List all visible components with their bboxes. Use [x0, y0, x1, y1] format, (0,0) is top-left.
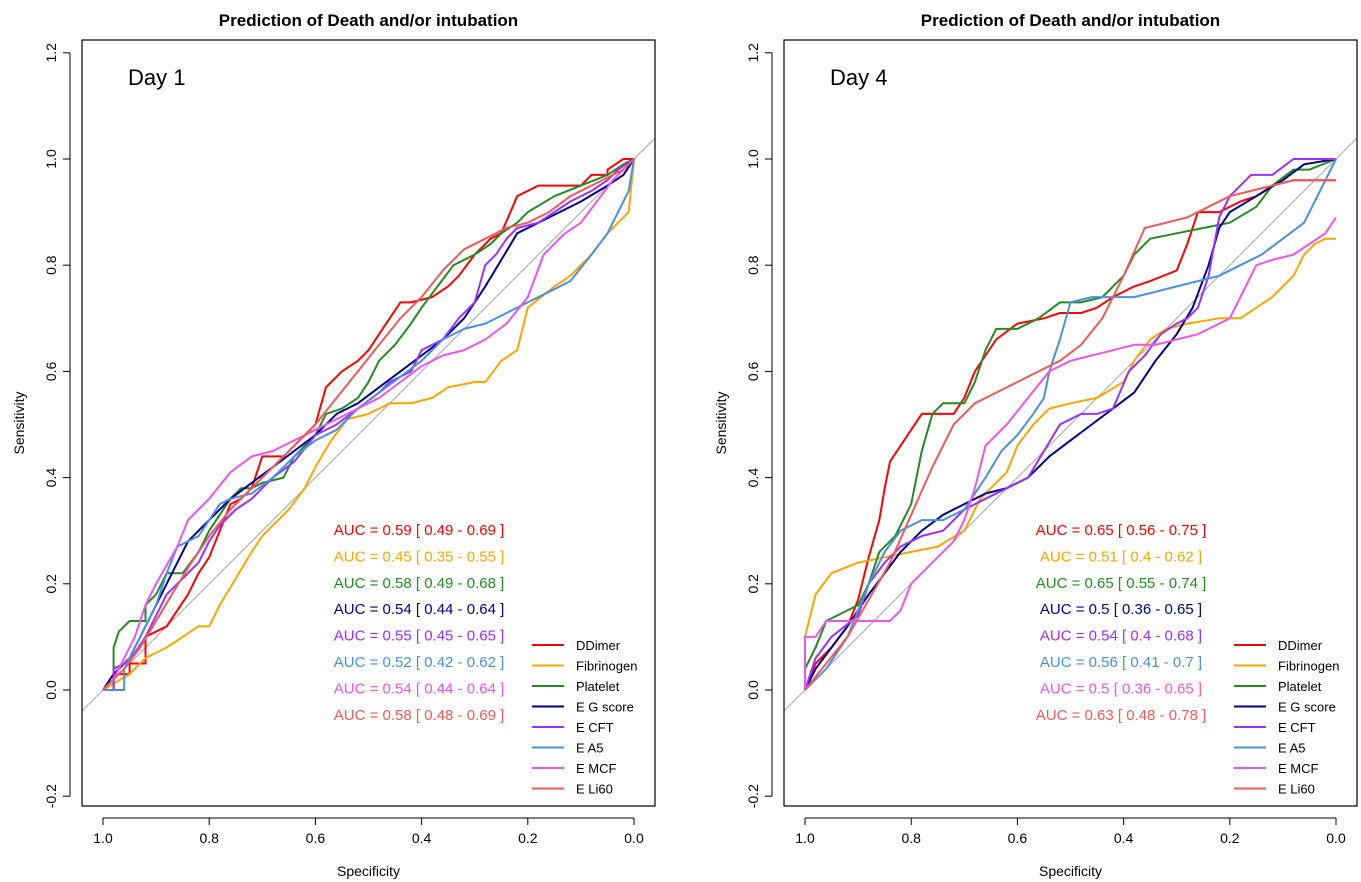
y-tick-label: 0.4 [745, 468, 761, 488]
auc-annotation: AUC = 0.54 [ 0.44 - 0.64 ] [334, 601, 505, 618]
legend-label: E A5 [576, 741, 603, 756]
x-tick-label: 0.8 [199, 830, 219, 846]
auc-annotation: AUC = 0.54 [ 0.4 - 0.68 ] [1040, 628, 1202, 645]
series-line-e-a5 [103, 158, 635, 691]
auc-annotation: AUC = 0.65 [ 0.55 - 0.74 ] [1036, 575, 1207, 592]
x-tick-label: 1.0 [93, 830, 113, 846]
x-tick-label: 0.8 [901, 830, 921, 846]
plot-frame [81, 39, 656, 807]
plot-frame [783, 39, 1358, 807]
auc-annotation: AUC = 0.65 [ 0.56 - 0.75 ] [1036, 522, 1207, 539]
auc-annotation: AUC = 0.54 [ 0.44 - 0.64 ] [334, 680, 505, 697]
legend-label: DDimer [576, 638, 621, 653]
y-tick-label: 1.0 [745, 149, 761, 169]
x-axis-label: Specificity [337, 863, 400, 879]
x-tick-label: 0.2 [518, 830, 538, 846]
legend-label: DDimer [1278, 638, 1323, 653]
series-line-ddimer [804, 179, 1336, 691]
x-tick-label: 0.0 [624, 830, 644, 846]
legend-label: E CFT [1278, 720, 1316, 735]
legend-label: E Li60 [1278, 782, 1315, 797]
series-line-fibrinogen [102, 158, 635, 691]
legend-label: E CFT [576, 720, 614, 735]
legend-label: Platelet [576, 679, 620, 694]
y-tick-label: 0.0 [745, 680, 761, 700]
y-tick-label: -0.2 [745, 784, 761, 808]
series-line-e-mcf [102, 158, 635, 691]
y-tick-label: 0.6 [43, 361, 59, 381]
legend-label: E A5 [1278, 741, 1305, 756]
y-axis-label: Sensitivity [11, 391, 27, 454]
panel-day-label: Day 4 [830, 65, 887, 90]
auc-annotation: AUC = 0.5 [ 0.36 - 0.65 ] [1040, 601, 1202, 618]
auc-annotation: AUC = 0.58 [ 0.48 - 0.69 ] [334, 707, 505, 724]
chart-panel-2: Prediction of Death and/or intubation 1.0… [713, 11, 1358, 879]
y-tick-label: 0.8 [43, 255, 59, 275]
x-tick-label: 0.6 [306, 830, 326, 846]
legend-label: Platelet [1278, 679, 1322, 694]
chart-title: Prediction of Death and/or intubation [219, 11, 518, 30]
auc-annotation: AUC = 0.63 [ 0.48 - 0.78 ] [1036, 707, 1207, 724]
y-axis-label: Sensitivity [713, 391, 729, 454]
y-tick-label: 1.0 [43, 149, 59, 169]
legend-label: E G score [576, 700, 634, 715]
y-tick-label: 0.6 [745, 361, 761, 381]
y-tick-label: 0.2 [745, 574, 761, 594]
x-tick-label: 0.6 [1008, 830, 1028, 846]
x-axis-label: Specificity [1039, 863, 1102, 879]
series-line-e-cft [103, 158, 635, 691]
series-line-e-li60 [804, 179, 1336, 691]
chart-panel-1: Prediction of Death and/or intubation 1.0… [11, 11, 656, 879]
series-line-ddimer [103, 158, 634, 691]
diagonal-reference-line [784, 137, 1357, 712]
series-line-fibrinogen [804, 237, 1336, 690]
y-tick-label: 1.2 [745, 43, 761, 63]
y-tick-label: 0.4 [43, 468, 59, 488]
x-tick-label: 1.0 [795, 830, 815, 846]
series-line-e-mcf [804, 216, 1337, 690]
series-line-e-g-score [102, 158, 635, 691]
x-tick-label: 0.4 [412, 830, 432, 846]
legend-label: E Li60 [576, 782, 613, 797]
series-line-e-a5 [804, 158, 1337, 691]
y-tick-label: 0.0 [43, 680, 59, 700]
auc-annotation: AUC = 0.5 [ 0.36 - 0.65 ] [1040, 680, 1202, 697]
auc-annotation: AUC = 0.52 [ 0.42 - 0.62 ] [334, 654, 505, 671]
auc-annotation: AUC = 0.55 [ 0.45 - 0.65 ] [334, 628, 505, 645]
panel-day-label: Day 1 [128, 65, 185, 90]
auc-annotation: AUC = 0.51 [ 0.4 - 0.62 ] [1040, 548, 1202, 565]
auc-annotation: AUC = 0.59 [ 0.49 - 0.69 ] [334, 522, 505, 539]
y-tick-label: -0.2 [43, 784, 59, 808]
series-line-e-cft [804, 158, 1336, 691]
x-tick-label: 0.0 [1326, 830, 1346, 846]
y-tick-label: 0.8 [745, 255, 761, 275]
y-tick-label: 1.2 [43, 43, 59, 63]
legend-label: E MCF [576, 761, 617, 776]
series-line-e-li60 [102, 158, 635, 691]
legend-label: Fibrinogen [1278, 659, 1339, 674]
legend-label: E MCF [1278, 761, 1319, 776]
x-tick-label: 0.2 [1220, 830, 1240, 846]
legend-label: Fibrinogen [576, 659, 637, 674]
legend-label: E G score [1278, 700, 1336, 715]
auc-annotation: AUC = 0.56 [ 0.41 - 0.7 ] [1040, 654, 1202, 671]
chart-title: Prediction of Death and/or intubation [921, 11, 1220, 30]
x-tick-label: 0.4 [1114, 830, 1134, 846]
y-tick-label: 0.2 [43, 574, 59, 594]
diagonal-reference-line [82, 137, 655, 712]
auc-annotation: AUC = 0.45 [ 0.35 - 0.55 ] [334, 548, 505, 565]
auc-annotation: AUC = 0.58 [ 0.49 - 0.68 ] [334, 575, 505, 592]
